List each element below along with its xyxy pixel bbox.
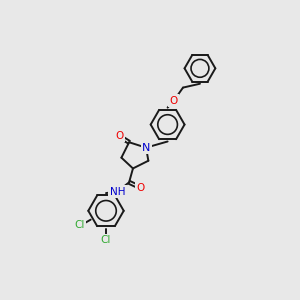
Text: NH: NH	[110, 187, 125, 196]
Text: N: N	[142, 143, 150, 153]
Text: O: O	[136, 183, 145, 193]
Text: Cl: Cl	[75, 220, 85, 230]
Text: Cl: Cl	[101, 235, 111, 245]
Text: O: O	[169, 96, 178, 106]
Text: O: O	[115, 131, 123, 141]
